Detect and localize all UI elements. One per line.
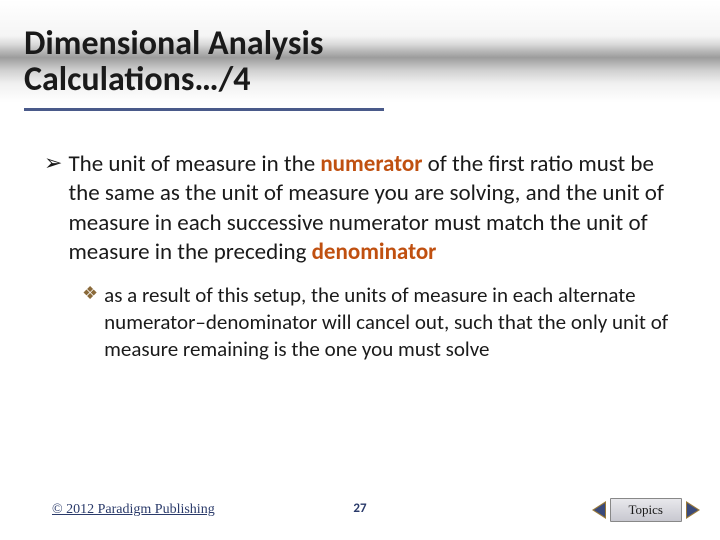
slide-title: Dimensional Analysis Calculations…/4: [24, 26, 323, 97]
slide-footer: © 2012 Paradigm Publishing 27 Topics: [0, 492, 720, 522]
text-segment: The unit of measure in the: [68, 150, 320, 178]
main-bullet-text: The unit of measure in the numerator of …: [68, 150, 676, 268]
diamond-bullet-icon: ❖: [82, 282, 98, 305]
keyword-numerator: numerator: [320, 150, 422, 178]
slide-body: ➢ The unit of measure in the numerator o…: [0, 128, 720, 362]
topics-button[interactable]: Topics: [610, 498, 682, 522]
title-line-2: Calculations…/4: [24, 59, 250, 100]
arrow-bullet-icon: ➢: [44, 150, 62, 176]
next-arrow-icon[interactable]: [686, 501, 700, 519]
page-number: 27: [353, 501, 366, 516]
copyright-text: © 2012 Paradigm Publishing: [52, 502, 215, 518]
sub-bullet: ❖ as a result of this setup, the units o…: [44, 282, 676, 363]
main-bullet: ➢ The unit of measure in the numerator o…: [44, 150, 676, 268]
prev-arrow-icon[interactable]: [592, 501, 606, 519]
title-bar: Dimensional Analysis Calculations…/4: [0, 0, 720, 128]
title-underline: [24, 108, 384, 111]
sub-bullet-text: as a result of this setup, the units of …: [104, 282, 676, 363]
nav-controls: Topics: [592, 498, 700, 522]
keyword-denominator: denominator: [312, 238, 437, 266]
